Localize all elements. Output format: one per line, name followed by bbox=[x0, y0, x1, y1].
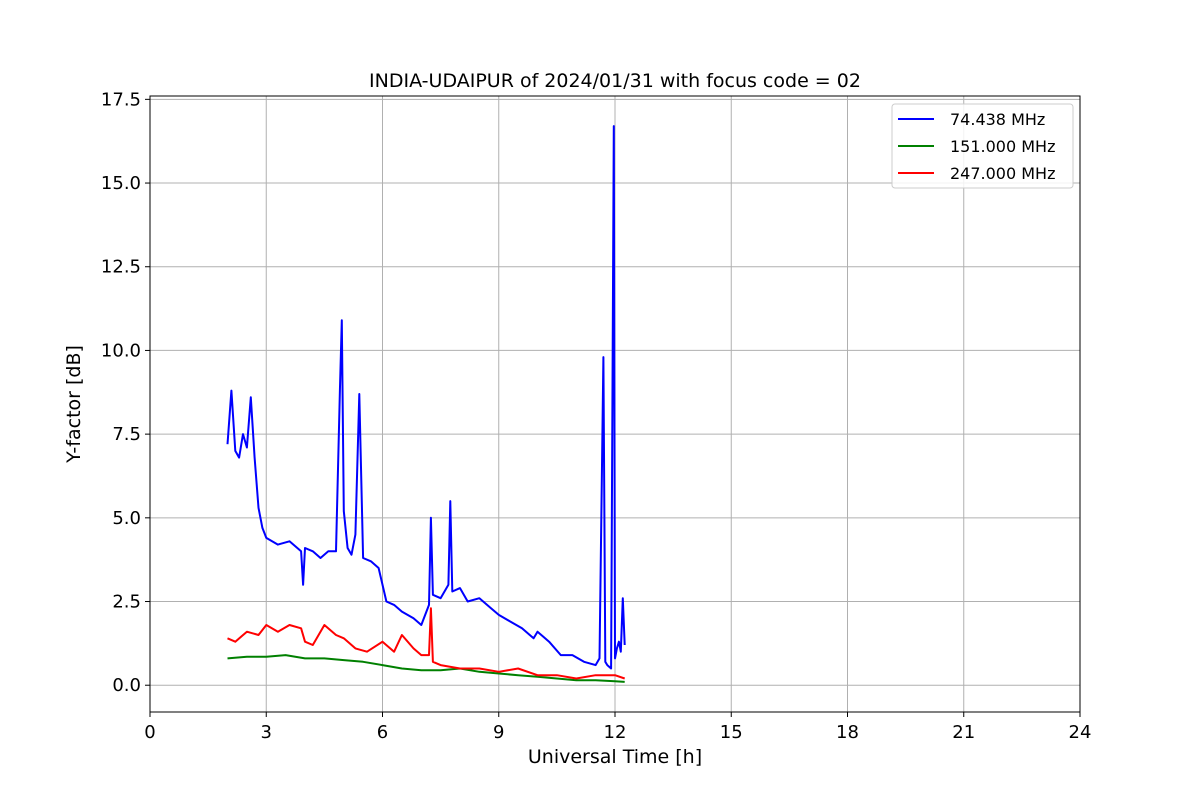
y-tick-label: 0.0 bbox=[112, 675, 141, 696]
series-line-0 bbox=[226, 125, 626, 670]
y-tick-label: 7.5 bbox=[112, 424, 141, 445]
series-group bbox=[226, 125, 626, 683]
x-ticks: 0 3 6 9 12 15 18 21 24 bbox=[144, 712, 1091, 743]
y-ticks: 0.0 2.5 5.0 7.5 10.0 12.5 15.0 17.5 bbox=[101, 89, 150, 696]
x-tick-label: 3 bbox=[261, 722, 272, 743]
legend-label-0: 74.438 MHz bbox=[950, 110, 1045, 129]
y-tick-label: 2.5 bbox=[112, 592, 141, 613]
series-line-2 bbox=[227, 607, 626, 680]
y-tick-label: 5.0 bbox=[112, 508, 141, 529]
x-tick-label: 24 bbox=[1069, 722, 1092, 743]
x-tick-label: 12 bbox=[604, 722, 627, 743]
legend: 74.438 MHz 151.000 MHz 247.000 MHz bbox=[891, 103, 1074, 189]
legend-label-2: 247.000 MHz bbox=[950, 164, 1055, 183]
y-axis-label: Y-factor [dB] bbox=[63, 345, 85, 464]
x-tick-label: 6 bbox=[377, 722, 388, 743]
x-tick-label: 21 bbox=[952, 722, 975, 743]
y-tick-label: 10.0 bbox=[101, 340, 141, 361]
series-line-1 bbox=[227, 654, 625, 683]
x-tick-label: 18 bbox=[836, 722, 859, 743]
x-tick-label: 9 bbox=[493, 722, 504, 743]
x-tick-label: 0 bbox=[144, 722, 155, 743]
x-axis-label: Universal Time [h] bbox=[528, 746, 702, 768]
x-tick-label: 15 bbox=[720, 722, 743, 743]
y-tick-label: 15.0 bbox=[101, 173, 141, 194]
chart-title: INDIA-UDAIPUR of 2024/01/31 with focus c… bbox=[369, 70, 861, 92]
y-tick-label: 12.5 bbox=[101, 257, 141, 278]
y-tick-label: 17.5 bbox=[101, 89, 141, 110]
legend-label-1: 151.000 MHz bbox=[950, 137, 1055, 156]
legend-box bbox=[891, 103, 1074, 189]
